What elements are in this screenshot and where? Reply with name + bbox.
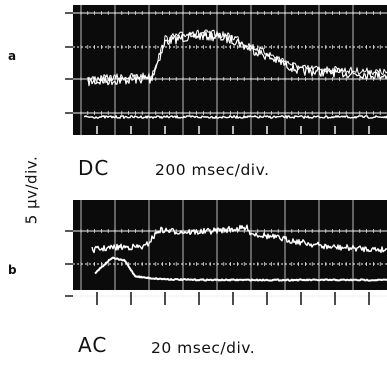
vertical-scale-label: 5 μv/div. [22, 155, 41, 225]
oscilloscope-screen-b [65, 200, 387, 305]
panel-label-a: a [8, 49, 17, 63]
timebase-label-a: 200 msec/div. [155, 161, 270, 179]
graticule-a [65, 5, 387, 135]
panel-label-b: b [8, 263, 17, 277]
coupling-label-a: DC [78, 156, 110, 180]
signal-trace-a-band [87, 29, 387, 83]
reference-trace-b [94, 256, 387, 282]
timebase-label-b: 20 msec/div. [151, 339, 256, 357]
signal-trace-b [91, 224, 387, 254]
oscilloscope-screen-a [65, 5, 387, 135]
coupling-label-b: AC [78, 333, 108, 357]
baseline-trace-a [84, 115, 387, 119]
